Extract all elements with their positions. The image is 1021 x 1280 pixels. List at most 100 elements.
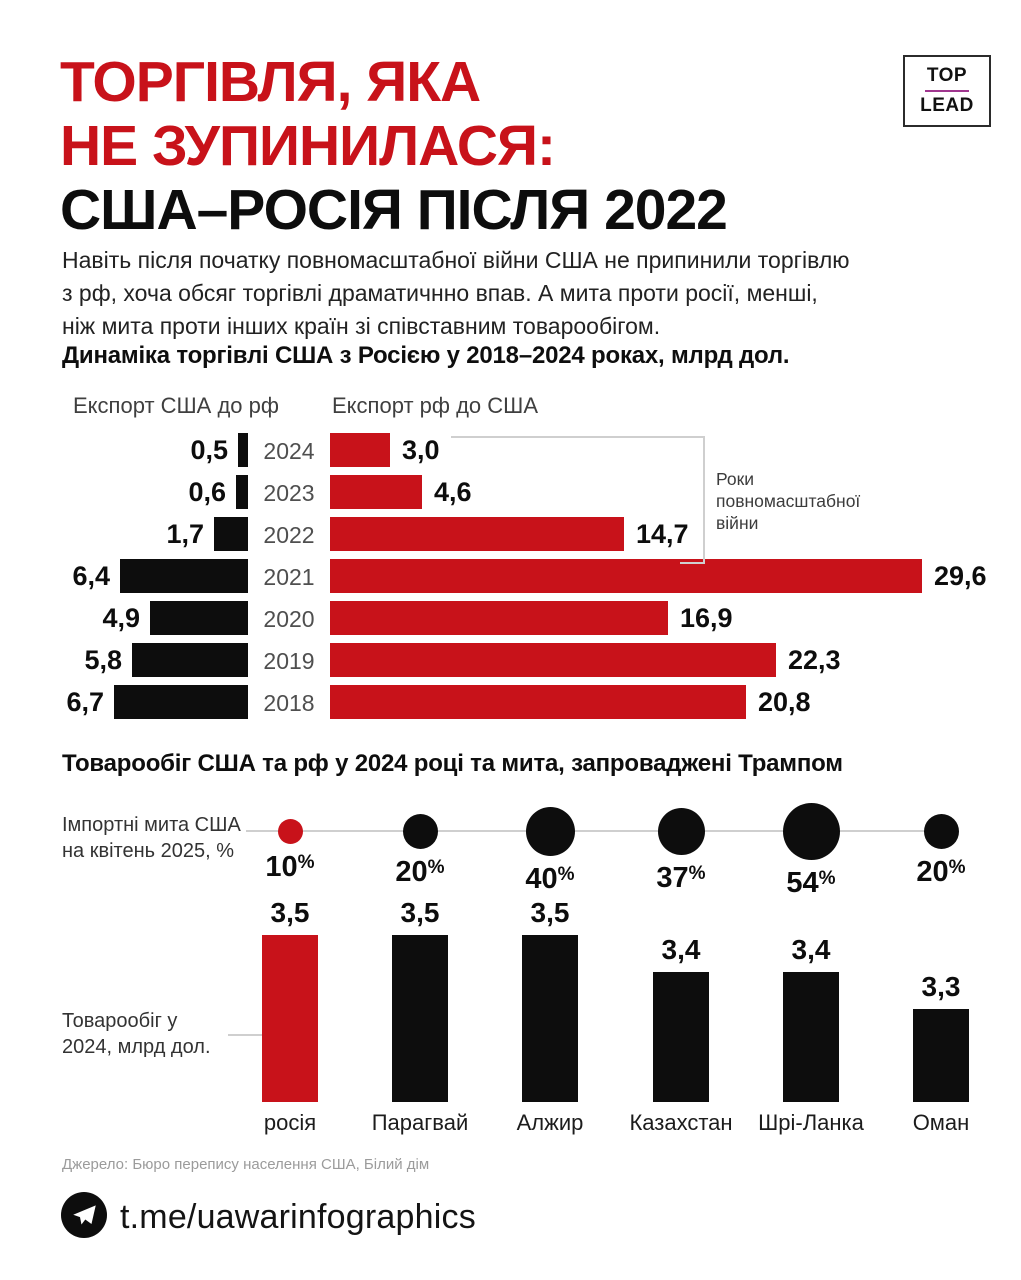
title-line-1: ТОРГІВЛЯ, ЯКА (60, 50, 481, 114)
tariff-axis-label-line-1: Імпортні мита США (62, 814, 241, 836)
chart1-title: Динаміка торгівлі США з Росією у 2018–20… (62, 342, 790, 369)
year-label: 2022 (263, 522, 315, 548)
tariff-percent-label: 40% (490, 863, 610, 896)
country-label: Шрі-Ланка (758, 1110, 864, 1135)
title-line-2: НЕ ЗУПИНИЛАСЯ: (60, 114, 556, 178)
intro-line-2: з рф, хоча обсяг торгівлі драматичнно вп… (62, 280, 818, 306)
export-usa-bar (132, 643, 248, 677)
tariff-percent-label: 10% (230, 851, 350, 884)
tariff-bubble (782, 802, 840, 860)
percent-sign: % (688, 862, 706, 884)
tariff-bubble (923, 813, 959, 849)
year-label: 2020 (263, 606, 315, 632)
year-label: 2019 (263, 648, 315, 674)
tariff-bubble (525, 806, 575, 856)
annotation-line-3: війни (716, 513, 759, 533)
year-label: 2023 (263, 480, 315, 506)
tariff-axis-label-line-2: на квітень 2025, % (62, 840, 235, 862)
country-label: Оман (912, 1110, 970, 1135)
turnover-axis-label: Товарообіг у 2024, млрд дол. (62, 1008, 211, 1060)
export-usa-bar (120, 559, 248, 593)
percent-sign: % (818, 867, 836, 889)
country-label: Казахстан (629, 1110, 733, 1135)
export-rf-bar (330, 475, 422, 509)
export-rf-bar (330, 559, 922, 593)
annotation-bracket-top-line (451, 436, 705, 438)
percent-sign: % (948, 856, 966, 878)
year-label: 2018 (263, 690, 315, 716)
export-rf-bar (330, 433, 390, 467)
export-rf-value-label: 3,0 (402, 435, 440, 465)
tariff-axis-line (246, 830, 941, 832)
percent-sign: % (427, 856, 445, 878)
turnover-value-label: 3,5 (270, 897, 310, 928)
title-line-3: США–РОСІЯ ПІСЛЯ 2022 (60, 178, 728, 242)
tariff-percent-number: 20 (916, 855, 949, 888)
intro-line-1: Навіть після початку повномасштабної вій… (62, 247, 850, 273)
export-rf-value-label: 14,7 (636, 519, 689, 549)
tariff-percent-number: 40 (525, 862, 558, 895)
turnover-axis-label-line-1: Товарообіг у (62, 1010, 178, 1032)
export-usa-value-label: 0,6 (188, 477, 226, 507)
telegram-plane-glyph (72, 1204, 96, 1224)
toplead-logo: TOP LEAD (903, 55, 991, 127)
turnover-value-label: 3,3 (921, 971, 961, 1002)
turnover-value-label: 3,5 (530, 897, 570, 928)
turnover-bar (262, 935, 318, 1102)
export-rf-value-label: 22,3 (788, 645, 841, 675)
country-label: Парагвай (371, 1110, 469, 1135)
export-usa-value-label: 6,7 (66, 687, 104, 717)
toplead-logo-rule (925, 90, 969, 92)
export-rf-value-label: 20,8 (758, 687, 811, 717)
chart1-legend-left: Експорт США до рф (73, 393, 279, 418)
tariff-percent-label: 20% (881, 856, 1001, 889)
page-title: ТОРГІВЛЯ, ЯКА НЕ ЗУПИНИЛАСЯ: США–РОСІЯ П… (60, 50, 728, 242)
export-usa-value-label: 5,8 (84, 645, 122, 675)
turnover-value-label: 3,4 (661, 934, 701, 965)
export-usa-bar (238, 433, 248, 467)
export-usa-bar (214, 517, 248, 551)
export-usa-value-label: 1,7 (166, 519, 204, 549)
chart2-title: Товарообіг США та рф у 2024 році та мита… (62, 750, 843, 777)
tariff-percent-number: 20 (395, 855, 428, 888)
turnover-bar (783, 972, 839, 1102)
tariff-bubble (657, 807, 705, 855)
export-usa-bar (150, 601, 248, 635)
export-usa-bar (236, 475, 248, 509)
export-rf-bar (330, 643, 776, 677)
tariff-axis-label: Імпортні мита США на квітень 2025, % (62, 812, 241, 864)
export-usa-value-label: 4,9 (102, 603, 140, 633)
percent-sign: % (297, 851, 315, 873)
turnover-label-connector-line (228, 1034, 262, 1036)
tariff-percent-number: 37 (656, 861, 689, 894)
year-label: 2024 (263, 438, 315, 464)
export-usa-bar (114, 685, 248, 719)
export-rf-bar (330, 601, 668, 635)
tariff-percent-number: 10 (265, 850, 298, 883)
chart1-legend-right: Експорт рф до США (332, 393, 538, 418)
toplead-logo-top: TOP (926, 65, 968, 86)
turnover-value-label: 3,4 (791, 934, 831, 965)
war-years-annotation: Роки повномасштабної війни (716, 468, 860, 534)
tariff-percent-label: 20% (360, 856, 480, 889)
percent-sign: % (557, 863, 575, 885)
export-rf-value-label: 16,9 (680, 603, 733, 633)
turnover-value-label: 3,5 (400, 897, 440, 928)
telegram-icon[interactable] (61, 1192, 107, 1238)
intro-line-3: ніж мита проти інших країн зі співставни… (62, 313, 661, 339)
export-rf-bar (330, 685, 746, 719)
source-note: Джерело: Бюро перепису населення США, Бі… (62, 1156, 430, 1173)
turnover-bar (522, 935, 578, 1102)
tariff-percent-number: 54 (786, 866, 819, 899)
export-rf-bar (330, 517, 624, 551)
intro-paragraph: Навіть після початку повномасштабної вій… (62, 244, 962, 343)
tariff-bubble (402, 813, 438, 849)
country-label: Алжир (516, 1110, 584, 1135)
telegram-link[interactable]: t.me/uawarinfographics (120, 1198, 476, 1236)
tariff-bubble (277, 818, 303, 844)
country-label: росія (263, 1110, 317, 1135)
export-usa-value-label: 0,5 (190, 435, 228, 465)
turnover-bar (392, 935, 448, 1102)
tariff-percent-label: 54% (751, 867, 871, 900)
